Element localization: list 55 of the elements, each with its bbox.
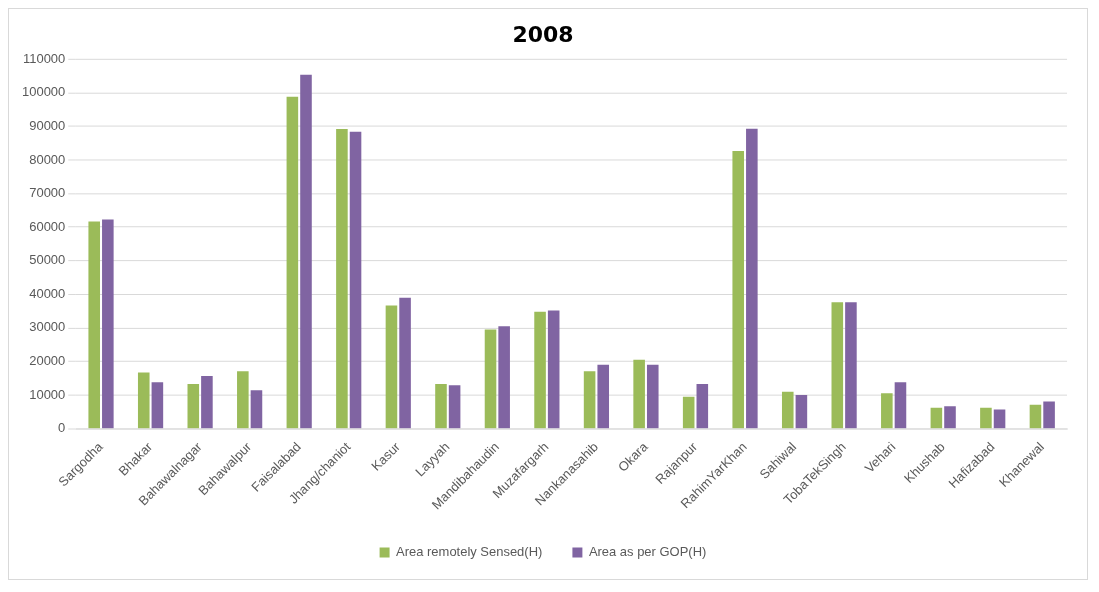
legend-label: Area remotely Sensed(H): [396, 544, 543, 560]
y-tick-label: 20000: [29, 353, 66, 369]
bar: [881, 393, 893, 429]
bar: [484, 329, 497, 429]
bar: [435, 383, 447, 429]
bar: [102, 219, 114, 429]
y-tick-label: 30000: [29, 319, 66, 335]
bar: [993, 409, 1006, 429]
bar: [88, 221, 100, 429]
bar: [250, 390, 263, 429]
bar: [980, 407, 992, 429]
bar: [781, 391, 794, 429]
y-tick-label: 80000: [29, 151, 66, 167]
bar: [746, 128, 758, 429]
bar: [894, 382, 907, 429]
y-tick-label: 100000: [22, 84, 66, 100]
bar: [646, 364, 659, 429]
bar: [300, 74, 312, 429]
y-tick-label: 0: [58, 420, 66, 436]
bar: [286, 96, 299, 429]
bar: [795, 395, 808, 429]
y-tick-label: 10000: [29, 386, 66, 402]
chart-title: 2008: [512, 21, 574, 47]
bar: [732, 150, 745, 429]
bar: [448, 385, 461, 429]
y-tick-label: 40000: [29, 285, 66, 301]
y-tick-label: 90000: [29, 117, 66, 133]
bar: [831, 302, 844, 429]
bar: [137, 372, 150, 429]
bar: [349, 131, 362, 429]
bar: [151, 382, 164, 429]
bar: [930, 407, 943, 429]
bar: [682, 396, 695, 429]
bar: [187, 383, 200, 429]
bar: [237, 371, 249, 429]
bar: [845, 302, 857, 429]
bar: [498, 326, 510, 429]
bar: [597, 364, 610, 429]
legend-label: Area as per GOP(H): [588, 544, 707, 560]
bar: [633, 359, 645, 429]
bar: [534, 311, 546, 429]
y-tick-label: 60000: [29, 218, 66, 234]
bar: [336, 129, 348, 429]
bar: [385, 305, 398, 429]
bar: [944, 406, 956, 429]
bar: [1029, 404, 1042, 429]
bar: [696, 383, 709, 429]
y-tick-label: 110000: [22, 50, 66, 66]
bar: [583, 371, 596, 429]
bar: [201, 375, 213, 429]
bar: [1043, 401, 1055, 429]
bar: [547, 310, 560, 429]
y-tick-label: 50000: [29, 252, 66, 268]
bar: [399, 297, 411, 429]
y-tick-label: 70000: [29, 185, 66, 201]
